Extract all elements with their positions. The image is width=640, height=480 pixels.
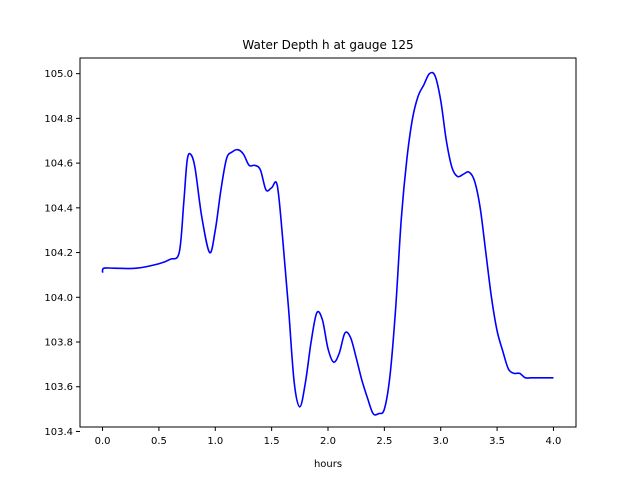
y-tick-label: 104.6 — [44, 159, 73, 170]
y-tick-label: 104.0 — [44, 293, 73, 304]
x-tick-label: 0.0 — [95, 436, 111, 447]
y-tick-label: 104.2 — [44, 248, 73, 259]
x-tick-label: 1.0 — [207, 436, 223, 447]
plot-frame — [79, 57, 577, 428]
y-tick-label: 103.6 — [44, 382, 73, 393]
y-tick-label: 105.0 — [44, 69, 73, 80]
x-tick-label: 2.5 — [376, 436, 392, 447]
chart-title: Water Depth h at gauge 125 — [242, 38, 413, 52]
series-line — [101, 71, 554, 416]
plot-area — [101, 71, 554, 416]
x-axis: 0.0 0.5 1.0 1.5 2.0 2.5 3.0 3.5 4.0 — [95, 427, 562, 447]
y-tick-label: 103.4 — [44, 427, 73, 438]
y-tick-label: 104.8 — [44, 114, 73, 125]
x-tick-label: 1.5 — [264, 436, 280, 447]
x-tick-label: 3.0 — [433, 436, 449, 447]
x-tick-label: 0.5 — [151, 436, 167, 447]
y-tick-label: 104.4 — [44, 203, 73, 214]
y-axis: 103.4 103.6 103.8 104.0 104.2 104.4 104.6 104.8… — [44, 69, 80, 438]
x-tick-label: 2.0 — [320, 436, 336, 447]
x-tick-label: 3.5 — [489, 436, 505, 447]
y-tick-label: 103.8 — [44, 338, 73, 349]
x-axis-label: hours — [314, 459, 342, 470]
x-tick-label: 4.0 — [546, 436, 562, 447]
